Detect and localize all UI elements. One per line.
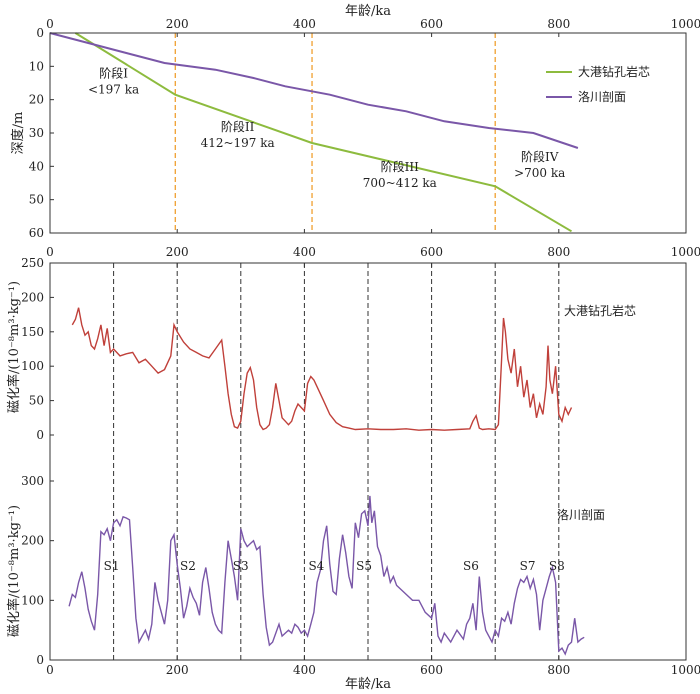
panel3-xtick-label: 1000 xyxy=(671,663,700,677)
panel1-xtick-label: 0 xyxy=(46,17,54,31)
panel1-ytick-label: 50 xyxy=(29,193,44,207)
panel1-xtick-label-bottom: 800 xyxy=(547,245,570,259)
panel1-xtick-label-bottom: 0 xyxy=(46,245,54,259)
soil-label-s1: S1 xyxy=(104,559,120,573)
panel3-series-label: 洛川剖面 xyxy=(557,507,605,522)
panel3-ytick-label: 200 xyxy=(21,534,44,548)
panel2-series xyxy=(71,307,573,431)
panel3-xtick-label: 800 xyxy=(547,663,570,677)
series-line-luochuan-susceptibility xyxy=(68,495,585,656)
soil-label-s4: S4 xyxy=(308,559,324,573)
stage-label: 阶段II xyxy=(221,119,255,134)
lower-panels-frame xyxy=(49,262,687,661)
panel2-boundaries xyxy=(113,263,560,660)
panel1-ytick-label: 40 xyxy=(29,159,44,173)
panel3-xtick-label: 0 xyxy=(46,663,54,677)
stage-label: 阶段III xyxy=(381,159,419,174)
soil-label-s6: S6 xyxy=(463,559,479,573)
soil-label-s7: S7 xyxy=(520,559,536,573)
panel1-ytick-label: 0 xyxy=(36,26,44,40)
stage-range: >700 ka xyxy=(514,166,565,180)
stage-label: 阶段IV xyxy=(521,149,559,164)
legend-label-luochuan: 洛川剖面 xyxy=(578,89,626,104)
panel1-stage-labels: 阶段I <197 ka 阶段II 412~197 ka 阶段III 700~412 ka 阶… xyxy=(88,66,565,190)
panel3-ytick-label: 0 xyxy=(36,653,44,667)
panel-dagang-susceptibility: 磁化率/(10⁻⁸m³·kg⁻¹) 大港钻孔岩芯 0 50 100 150 200 250 xyxy=(6,256,687,660)
panel3-ytick-label: 100 xyxy=(21,593,44,607)
panel1-legend: 大港钻孔岩芯 洛川剖面 xyxy=(546,64,650,104)
panel3-series xyxy=(68,495,585,656)
panel2-ticks: 0 50 100 150 200 250 xyxy=(21,256,687,442)
panel1-series xyxy=(49,32,579,233)
panel1-xtick-label: 800 xyxy=(547,17,570,31)
panel1-xtick-label-bottom: 1000 xyxy=(671,245,700,259)
panel1-xtick-label-bottom: 400 xyxy=(293,245,316,259)
panel1-ytick-label: 10 xyxy=(29,59,44,73)
legend-label-dagang: 大港钻孔岩芯 xyxy=(578,64,650,79)
panel1-xtick-label-bottom: 600 xyxy=(420,245,443,259)
panel3-ytick-label: 300 xyxy=(21,474,44,488)
series-line-dagang-susceptibility xyxy=(71,307,573,431)
stage-range: 700~412 ka xyxy=(363,176,437,190)
panel1-xlabel: 年龄/ka xyxy=(345,4,391,19)
soil-label-s3: S3 xyxy=(233,559,249,573)
panel2-ytick-label: 150 xyxy=(21,325,44,339)
panel3-xtick-label: 600 xyxy=(420,663,443,677)
panel1-boundaries xyxy=(174,33,496,233)
panel1-xtick-label: 200 xyxy=(166,17,189,31)
panel1-frame xyxy=(49,32,687,234)
stage-range: <197 ka xyxy=(88,83,139,97)
panel1-xtick-label: 1000 xyxy=(671,17,700,31)
panel-luochuan-susceptibility: 年龄/ka 磁化率/(10⁻⁸m³·kg⁻¹) 洛川剖面 01002003000… xyxy=(6,474,700,692)
panel2-ytick-label: 50 xyxy=(29,394,44,408)
panel1-ytick-label: 30 xyxy=(29,126,44,140)
series-line-luochuan xyxy=(49,32,579,149)
panel3-soil-labels: S1 S2 S3 S4 S5 S6 S7 S8 xyxy=(104,559,565,573)
panel1-xtick-label: 400 xyxy=(293,17,316,31)
panel2-series-label: 大港钻孔岩芯 xyxy=(564,303,636,318)
stage-range: 412~197 ka xyxy=(201,136,275,150)
panel1-ytick-label: 20 xyxy=(29,93,44,107)
panel2-ytick-label: 0 xyxy=(36,428,44,442)
panel1-ticks: 0020020040040060060080080010001000010203… xyxy=(29,17,700,259)
soil-label-s5: S5 xyxy=(356,559,372,573)
panel1-xtick-label-bottom: 200 xyxy=(166,245,189,259)
panel2-ylabel: 磁化率/(10⁻⁸m³·kg⁻¹) xyxy=(6,281,22,413)
panel2-ytick-label: 100 xyxy=(21,359,44,373)
soil-label-s8: S8 xyxy=(549,559,565,573)
stage-label: 阶段I xyxy=(99,66,128,81)
panel3-ticks: 0 100 200 300 0 200 400 600 800 1000 xyxy=(21,474,700,677)
panel1-ytick-label: 60 xyxy=(29,226,44,240)
panel-age-depth: 年龄/ka 深度/m 00200200400400600600800800100… xyxy=(10,4,700,259)
soil-label-s2: S2 xyxy=(180,559,196,573)
panel3-xlabel: 年龄/ka xyxy=(345,677,391,692)
panel1-xtick-label: 600 xyxy=(420,17,443,31)
panel1-ylabel: 深度/m xyxy=(10,112,26,155)
panel2-ytick-label: 200 xyxy=(21,290,44,304)
series-line-dagang xyxy=(74,32,573,233)
panel3-ylabel: 磁化率/(10⁻⁸m³·kg⁻¹) xyxy=(6,505,22,637)
panel3-xtick-label: 400 xyxy=(293,663,316,677)
panel2-ytick-label: 250 xyxy=(21,256,44,270)
panel3-xtick-label: 200 xyxy=(166,663,189,677)
